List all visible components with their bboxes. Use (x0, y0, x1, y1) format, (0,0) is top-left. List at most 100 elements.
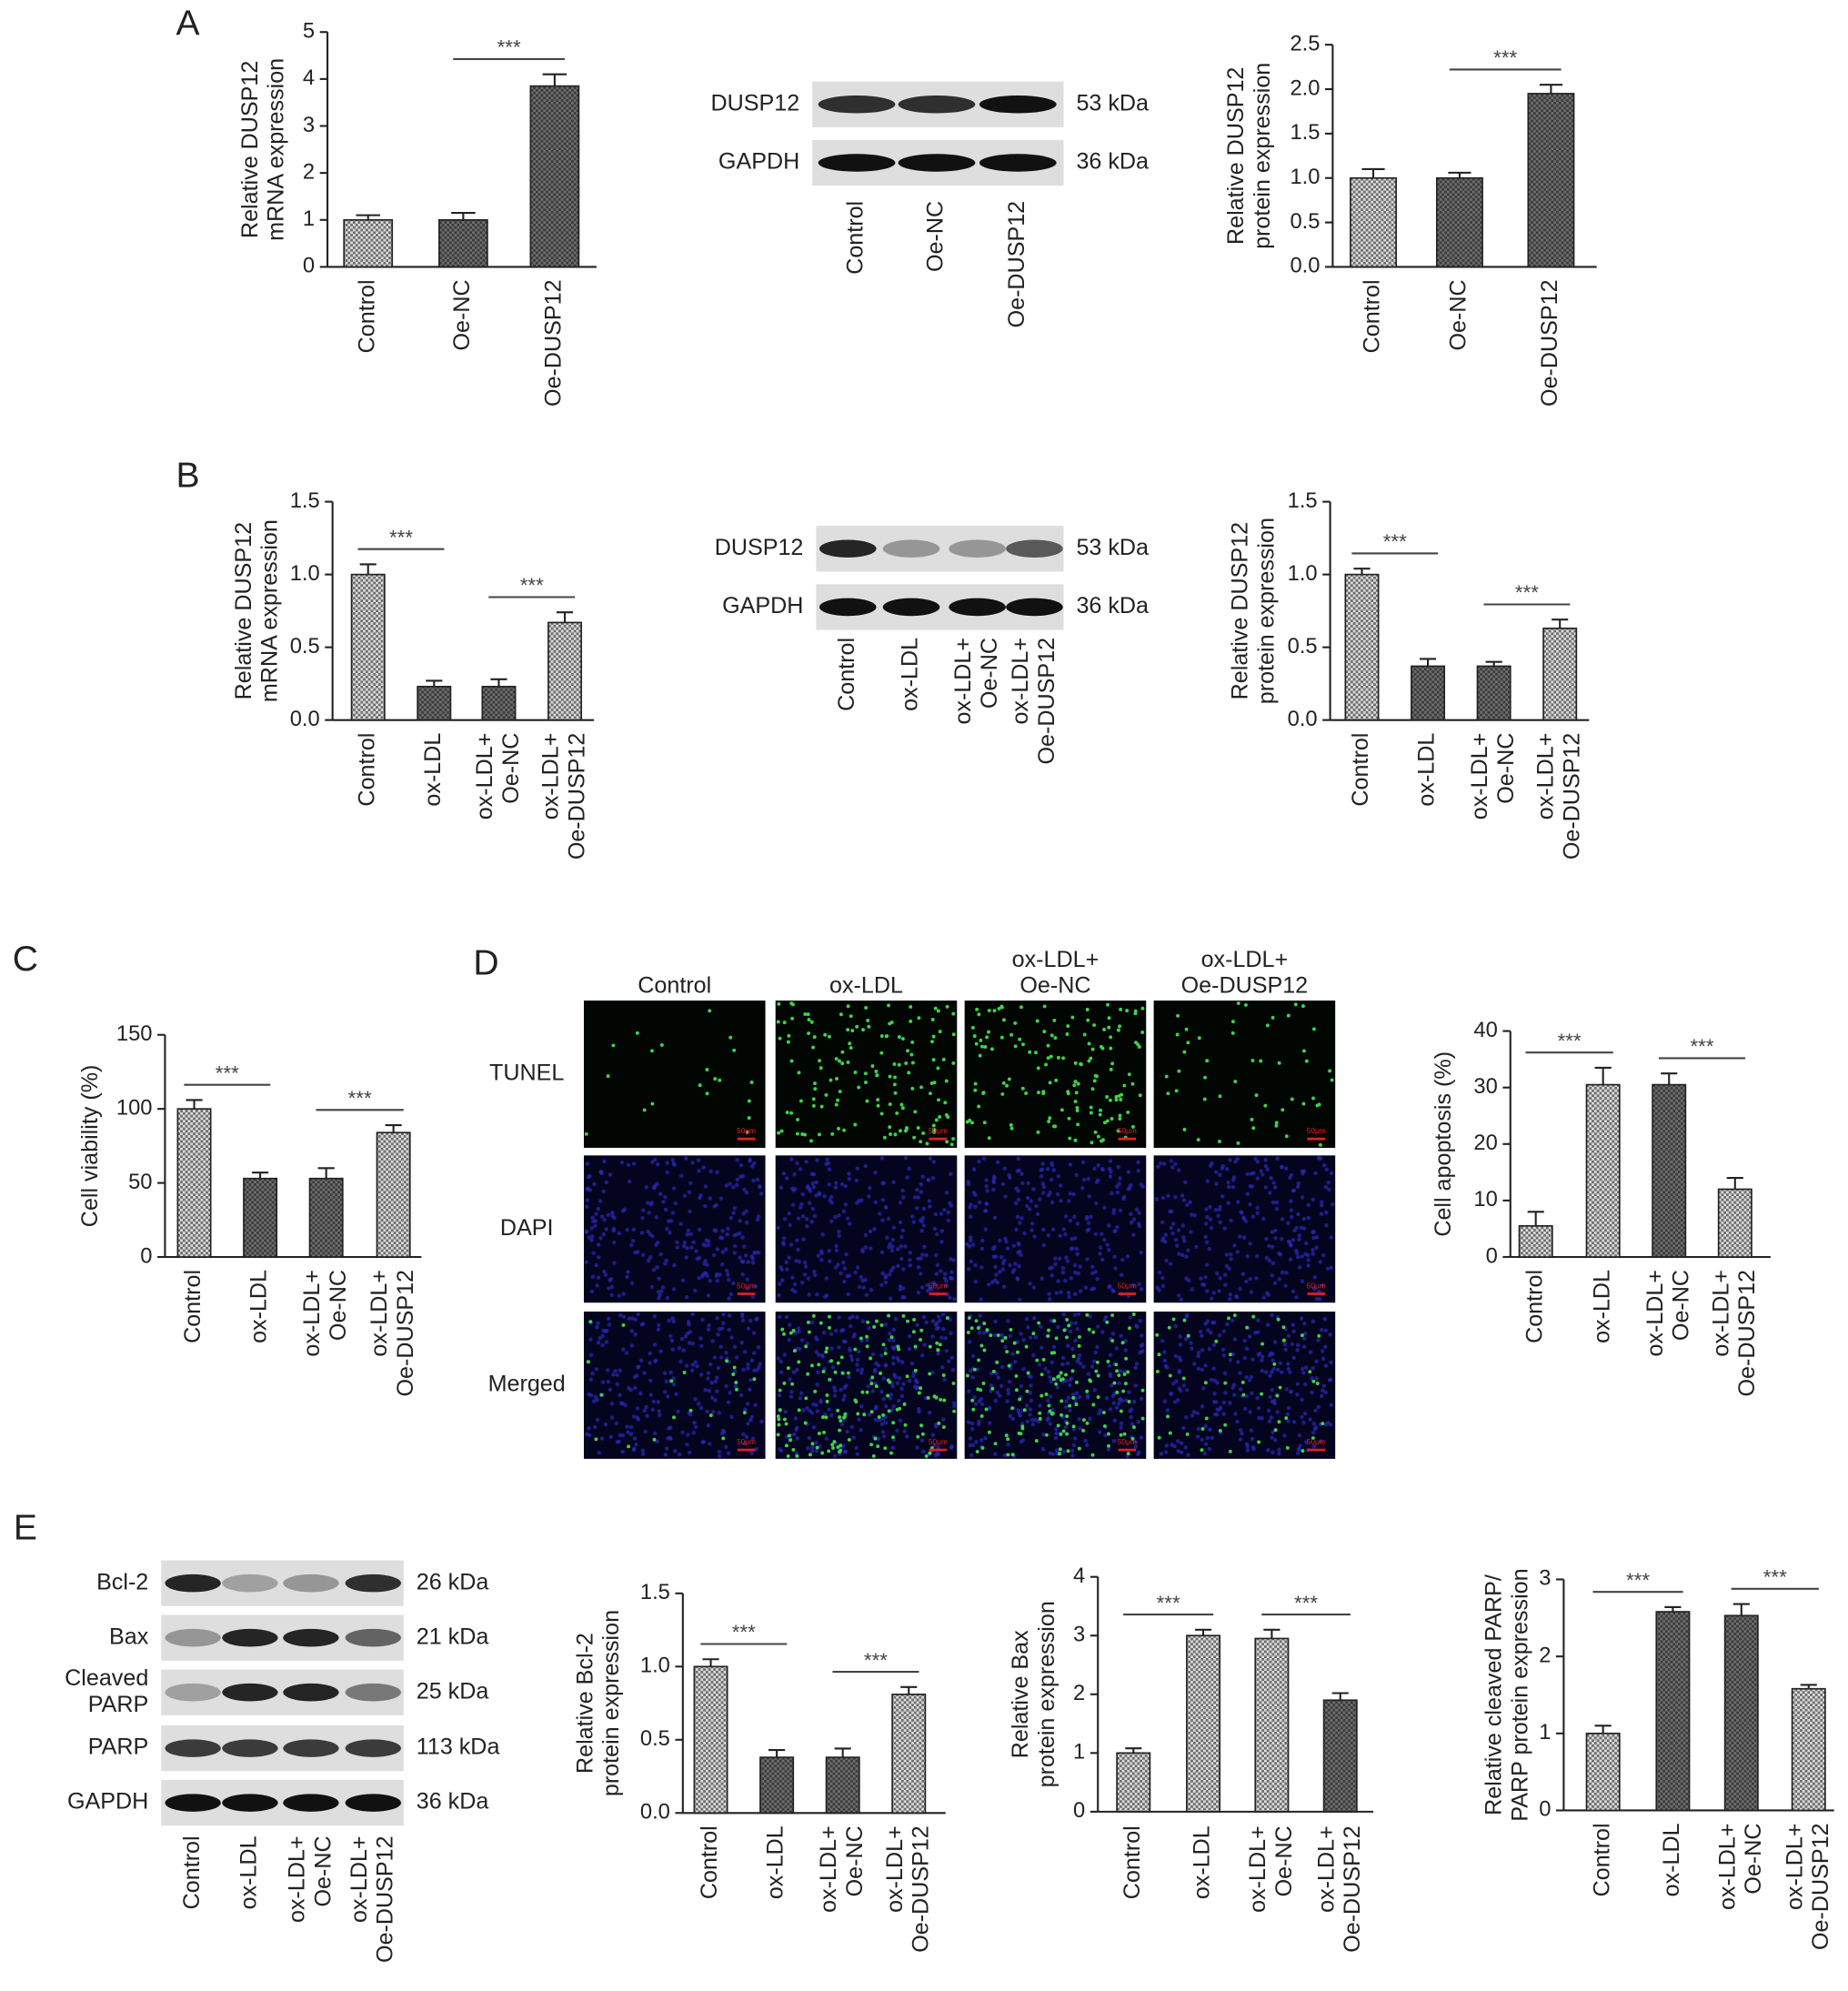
tunel-cell (860, 1390, 865, 1394)
nucleus (1267, 1243, 1271, 1249)
tunel-cell (1127, 1072, 1131, 1077)
nucleus (694, 1249, 698, 1253)
nucleus (866, 1383, 870, 1389)
nucleus (1056, 1279, 1060, 1283)
nucleus (1174, 1243, 1180, 1248)
nucleus (1221, 1412, 1226, 1416)
nucleus (1181, 1198, 1187, 1202)
nucleus (1215, 1272, 1220, 1276)
nucleus (842, 1393, 848, 1398)
tunel-cell (974, 1041, 979, 1046)
nucleus (867, 1325, 871, 1331)
nucleus (656, 1289, 661, 1294)
scale-bar-label: 50μm (929, 1126, 948, 1135)
nucleus (839, 1387, 844, 1393)
tunel-cell (977, 1012, 981, 1017)
nucleus (1032, 1316, 1037, 1321)
tunel-cell (856, 1412, 860, 1416)
nucleus (799, 1338, 805, 1342)
tunel-cell (931, 1034, 936, 1039)
tunel-cell (1232, 1313, 1237, 1318)
nucleus (1200, 1404, 1205, 1409)
tunel-cell (995, 1360, 999, 1364)
tunel-cell (840, 1061, 845, 1066)
error-bar (1726, 1177, 1743, 1190)
tunel-cell (929, 1081, 934, 1085)
nucleus (1098, 1245, 1103, 1250)
blot-band (222, 1739, 278, 1757)
micrograph: 50μm (964, 1001, 1147, 1148)
y-tick-label: 0.0 (1290, 255, 1320, 278)
tunel-cell (1034, 1051, 1038, 1055)
nucleus (920, 1352, 925, 1358)
nucleus (1084, 1443, 1090, 1447)
nucleus (1069, 1276, 1073, 1281)
nucleus (1196, 1366, 1201, 1372)
nucleus (1102, 1237, 1107, 1242)
nucleus (1077, 1394, 1082, 1400)
nucleus (697, 1275, 701, 1281)
tunel-cell (853, 1347, 858, 1352)
nucleus (886, 1216, 891, 1222)
nucleus (1183, 1180, 1188, 1184)
nucleus (799, 1280, 805, 1285)
nucleus (992, 1244, 997, 1250)
nucleus (842, 1266, 848, 1271)
nucleus (585, 1198, 590, 1202)
tunel-cell (1079, 1061, 1083, 1066)
nucleus (1200, 1437, 1204, 1443)
bar (176, 1108, 212, 1258)
blot-lane-label: Control (834, 638, 859, 711)
nucleus (1201, 1386, 1206, 1391)
x-tick-label: ox-LDL+Oe-NC (1714, 1823, 1766, 1910)
tunel-cell (836, 1445, 840, 1450)
nucleus (626, 1430, 630, 1434)
nucleus (655, 1265, 659, 1270)
nucleus (1133, 1444, 1139, 1449)
nucleus (673, 1201, 678, 1206)
tunel-cell (885, 1034, 889, 1038)
nucleus (827, 1182, 832, 1187)
nucleus (742, 1187, 747, 1192)
nucleus (684, 1255, 688, 1260)
tunel-cell (982, 1322, 987, 1325)
nucleus (1173, 1194, 1178, 1200)
tunel-cell (780, 1327, 785, 1332)
tunel-cell (1200, 1448, 1204, 1453)
nucleus (806, 1446, 810, 1451)
nucleus (881, 1433, 887, 1439)
tunel-cell (1060, 1377, 1065, 1382)
tunel-cell (777, 1001, 781, 1006)
nucleus (1264, 1255, 1270, 1261)
blot-band (345, 1628, 401, 1647)
nucleus (1094, 1201, 1099, 1206)
nucleus (805, 1185, 810, 1191)
tunel-cell (586, 1360, 590, 1364)
nucleus (1173, 1353, 1179, 1359)
nucleus (1202, 1452, 1208, 1456)
nucleus (1170, 1381, 1176, 1386)
nucleus (941, 1326, 946, 1332)
tunel-cell (1024, 1091, 1029, 1095)
tunel-cell (849, 1046, 853, 1050)
nucleus (668, 1435, 672, 1440)
nucleus (855, 1166, 859, 1171)
nucleus (688, 1209, 692, 1214)
y-tick-label: 0.0 (640, 1801, 670, 1825)
blot-lane-label: ox-LDL+Oe-NC (284, 1835, 336, 1923)
nucleus (1177, 1368, 1181, 1373)
nucleus (596, 1321, 600, 1326)
nucleus (623, 1403, 628, 1407)
y-axis-label: Relative Baxprotein expression (1008, 1601, 1060, 1787)
row-label: Merged (488, 1372, 566, 1397)
nucleus (1086, 1372, 1091, 1376)
nucleus (1053, 1262, 1058, 1267)
nucleus (1320, 1328, 1324, 1332)
nucleus (720, 1250, 726, 1254)
nucleus (1220, 1347, 1226, 1352)
nucleus (706, 1371, 711, 1375)
nucleus (1088, 1416, 1092, 1422)
nucleus (1046, 1370, 1051, 1374)
nucleus (648, 1351, 653, 1356)
nucleus (721, 1312, 726, 1317)
